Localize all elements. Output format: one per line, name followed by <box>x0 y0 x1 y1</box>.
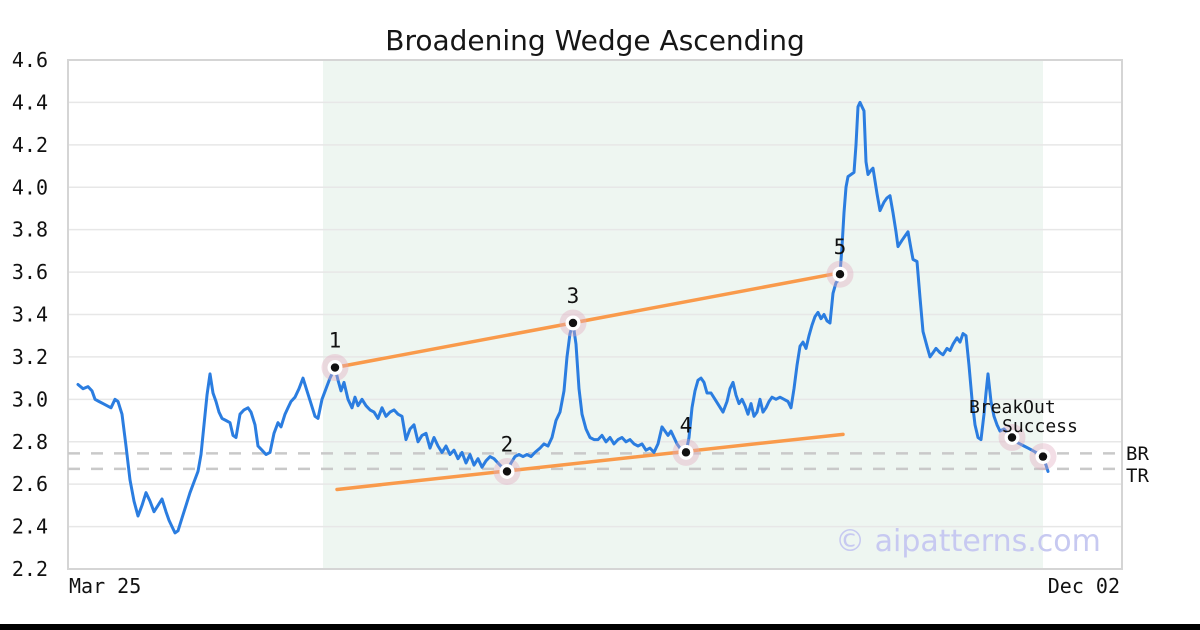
y-tick-label: 2.6 <box>12 472 48 496</box>
breakout-annotation-line2: Success <box>1002 416 1078 437</box>
price-line <box>76 100 1050 535</box>
y-tick-label: 3.4 <box>12 303 48 327</box>
upper-trendline <box>333 270 846 370</box>
marker-dot-wedge-touch <box>681 448 691 457</box>
pattern-point-label: 1 <box>329 329 342 353</box>
marker-dot-wedge-touch <box>568 318 578 328</box>
marker-dot-target-hit <box>1038 452 1048 461</box>
x-tick-start-date: Mar 25 <box>69 574 142 598</box>
marker-dot-wedge-touch <box>330 363 340 372</box>
y-tick-label: 3.2 <box>12 345 48 369</box>
pattern-point-label: 2 <box>501 432 514 456</box>
y-tick-label: 2.4 <box>12 515 48 539</box>
lower-trendline <box>335 432 845 492</box>
y-tick-label: 4.4 <box>12 90 48 114</box>
watermark: © aipatterns.com <box>835 524 1101 559</box>
y-tick-label: 2.2 <box>12 557 48 581</box>
marker-dot-wedge-touch <box>502 467 512 476</box>
y-tick-label: 4.6 <box>12 48 48 72</box>
y-tick-label: 3.8 <box>12 218 48 242</box>
bottom-border-bar <box>0 624 1200 630</box>
y-tick-label: 2.8 <box>12 430 48 454</box>
pattern-point-label: 4 <box>680 413 693 437</box>
y-tick-label: 4.0 <box>12 175 48 199</box>
chart-title: Broadening Wedge Ascending <box>385 24 805 57</box>
y-tick-label: 3.6 <box>12 260 48 284</box>
y-tick-label: 3.0 <box>12 387 48 411</box>
pattern-point-label: 3 <box>567 284 580 308</box>
pattern-point-label: 5 <box>834 235 847 259</box>
target-level-label: TR <box>1126 465 1149 487</box>
marker-dot-wedge-touch <box>835 270 845 279</box>
x-tick-end-date: Dec 02 <box>1047 574 1120 598</box>
marker-dot-breakout <box>1007 433 1017 442</box>
plot-border <box>67 59 1123 570</box>
breakout-annotation-line1: BreakOut <box>969 397 1056 418</box>
breakout-level-label: BR <box>1126 443 1149 465</box>
y-tick-label: 4.2 <box>12 133 48 157</box>
